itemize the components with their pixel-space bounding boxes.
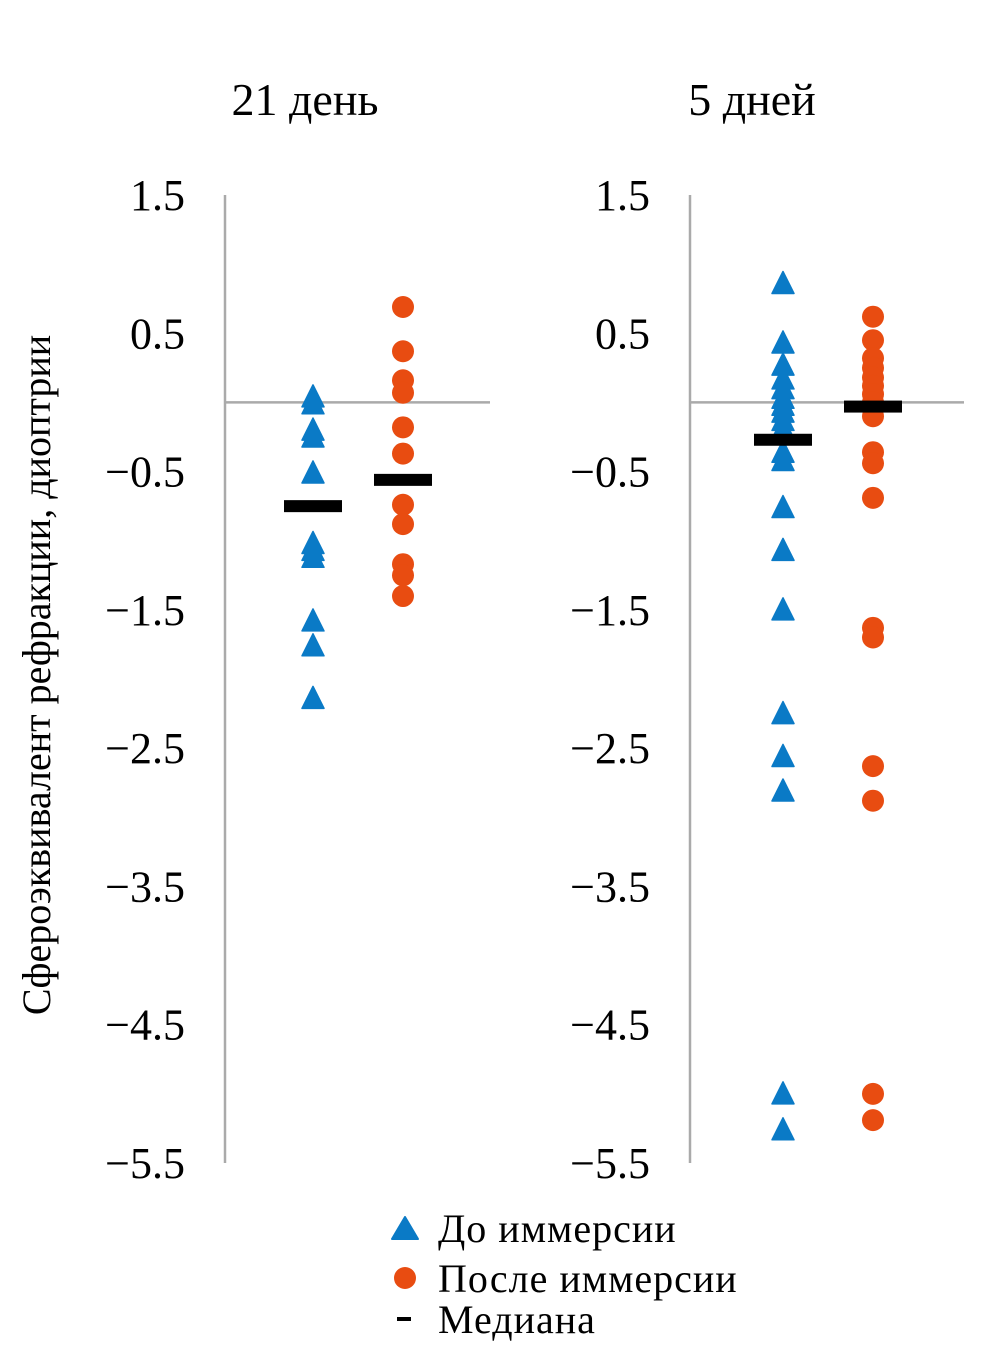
data-point-before	[301, 633, 325, 657]
legend-item-median: Медиана	[380, 1297, 738, 1342]
median-bar	[754, 433, 812, 446]
data-point-after	[392, 296, 414, 319]
median-bar	[844, 400, 902, 413]
data-point-after	[862, 452, 884, 475]
chart: Сфероэквивалент рефракции, диоптрии 21 д…	[14, 74, 964, 1188]
panel-title: 5 дней	[688, 74, 816, 125]
data-point-before	[301, 391, 325, 415]
data-point-before	[301, 544, 325, 569]
data-point-after	[862, 1109, 884, 1132]
legend: До иммерсии После иммерсии Медиана	[380, 1203, 738, 1342]
data-point-after	[392, 340, 414, 363]
data-point-after	[392, 493, 414, 516]
y-tick-label: −1.5	[570, 586, 650, 635]
data-point-before	[771, 537, 795, 562]
y-tick-label: −5.5	[570, 1139, 650, 1188]
data-point-before	[771, 494, 795, 519]
legend-label-before: До иммерсии	[438, 1205, 677, 1251]
triangle-icon	[380, 1215, 430, 1241]
data-point-after	[862, 329, 884, 352]
data-point-after	[862, 305, 884, 328]
legend-item-before: До иммерсии	[380, 1203, 738, 1253]
data-point-before	[771, 330, 795, 354]
data-point-after	[392, 513, 414, 536]
data-point-after	[392, 381, 414, 404]
data-point-before	[771, 700, 795, 725]
data-point-after	[862, 486, 884, 509]
data-point-after	[862, 789, 884, 812]
y-tick-label: −4.5	[105, 1001, 185, 1050]
data-point-after	[862, 626, 884, 649]
y-tick-label: −0.5	[570, 448, 650, 497]
y-tick-label: −1.5	[105, 586, 185, 635]
data-point-before	[301, 685, 325, 710]
y-tick-label: 1.5	[130, 171, 185, 220]
data-point-before	[771, 1117, 795, 1141]
data-point-after	[862, 755, 884, 778]
data-point-after	[392, 442, 414, 465]
panel-title: 21 день	[232, 74, 379, 125]
y-tick-label: −4.5	[570, 1001, 650, 1050]
data-point-before	[771, 778, 795, 802]
y-tick-label: −3.5	[105, 862, 185, 911]
data-point-before	[771, 743, 795, 768]
panel-1: 21 день 1.5 0.5 −0.5 −1.5 −2.5 −3.5 −4.5 −5.5	[105, 74, 490, 1188]
data-point-before	[301, 608, 325, 632]
panel-2: 5 дней 1.5 0.5 −0.5 −1.5 −2.5 −3.5 −4.5 −5.5	[570, 74, 964, 1188]
data-point-after	[392, 585, 414, 608]
data-point-after	[862, 1082, 884, 1105]
y-tick-label: −0.5	[105, 448, 185, 497]
data-point-after	[392, 416, 414, 439]
data-point-before	[771, 447, 795, 472]
y-tick-label: −5.5	[105, 1139, 185, 1188]
data-point-before	[771, 1081, 795, 1105]
y-tick-label: 0.5	[595, 309, 650, 358]
y-tick-label: 1.5	[595, 171, 650, 220]
y-axis-label: Сфероэквивалент рефракции, диоптрии	[14, 335, 59, 1015]
legend-item-after: После иммерсии	[380, 1253, 738, 1303]
data-point-before	[771, 597, 795, 621]
data-point-before	[301, 460, 325, 484]
median-bar	[284, 500, 342, 513]
y-tick-label: −3.5	[570, 862, 650, 911]
data-point-after	[392, 564, 414, 587]
legend-label-median: Медиана	[438, 1296, 596, 1342]
y-tick-label: −2.5	[570, 724, 650, 773]
dash-icon	[380, 1314, 430, 1324]
median-bar	[374, 473, 432, 486]
legend-label-after: После иммерсии	[438, 1255, 738, 1301]
data-point-before	[771, 270, 795, 295]
circle-icon	[380, 1263, 430, 1293]
y-tick-label: 0.5	[130, 309, 185, 358]
y-tick-label: −2.5	[105, 724, 185, 773]
data-point-before	[301, 424, 325, 448]
